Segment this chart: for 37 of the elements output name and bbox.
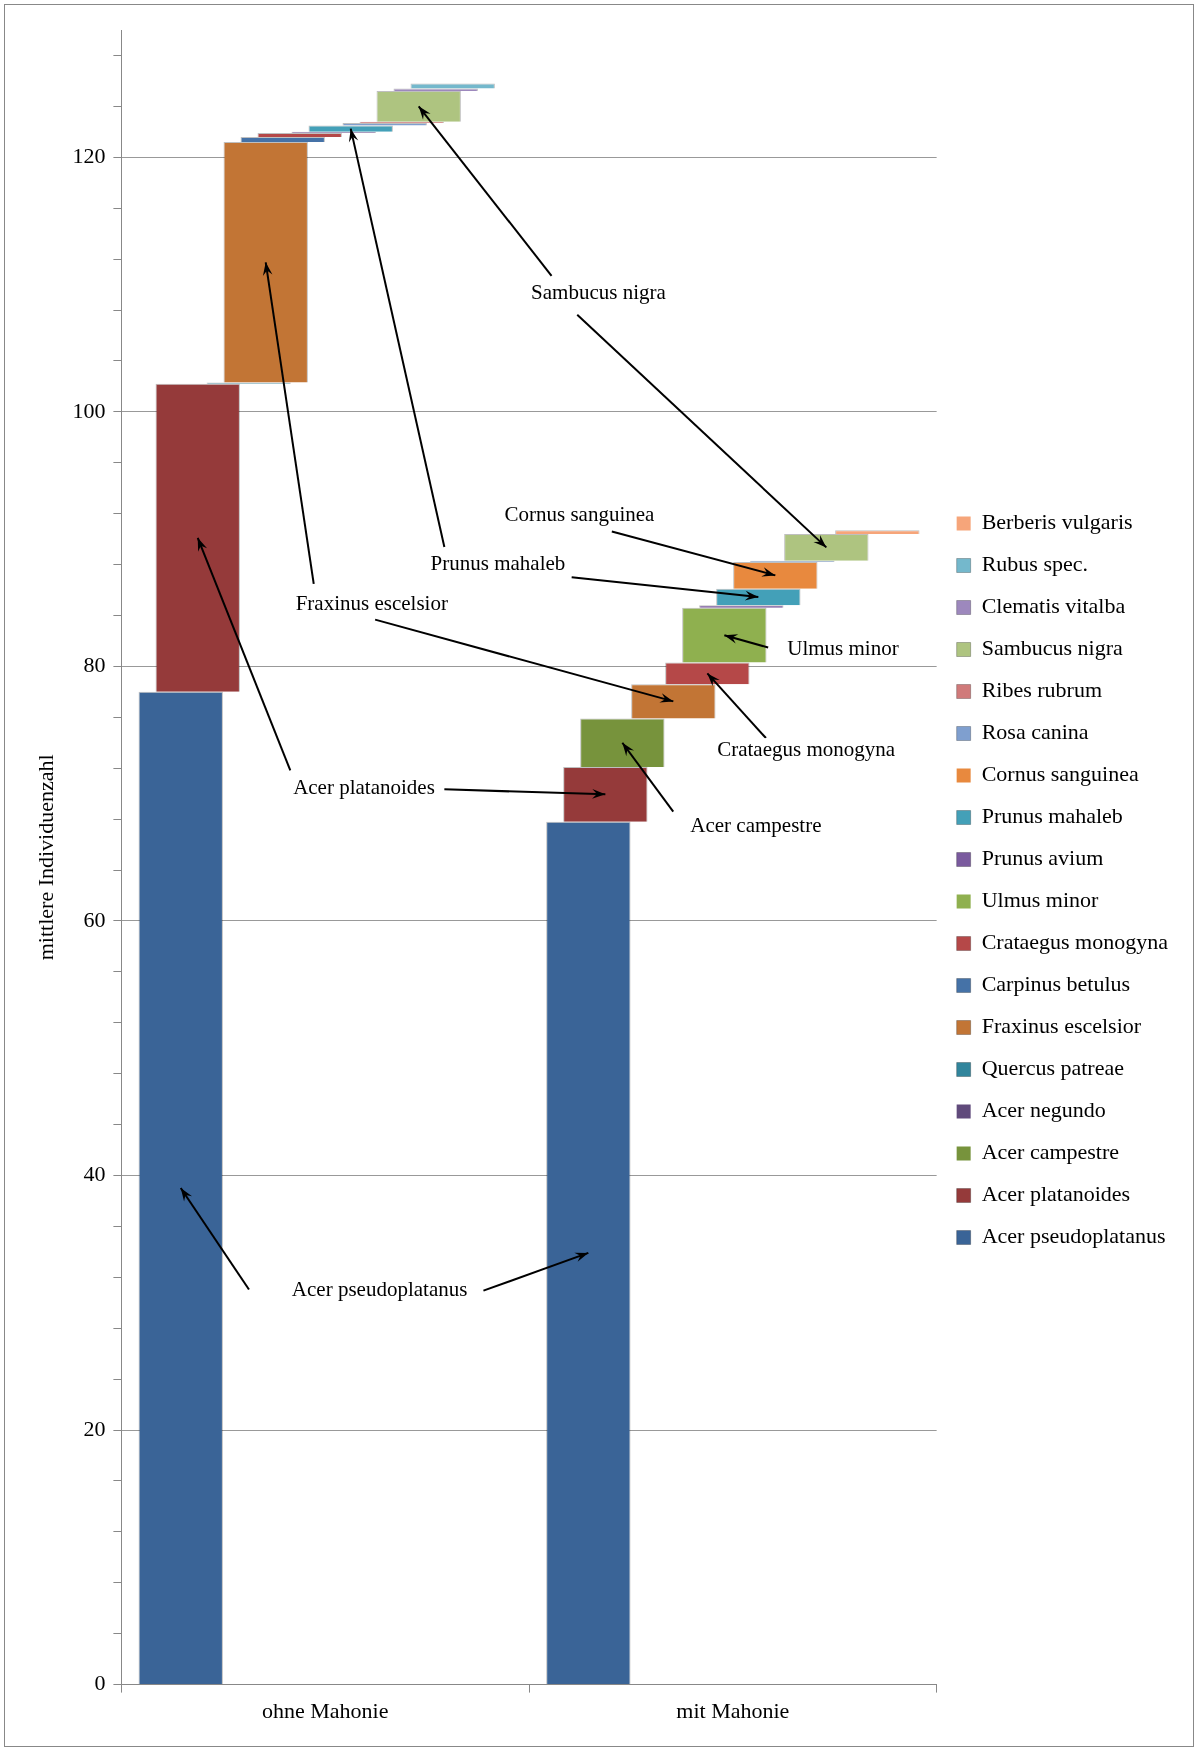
y-tick-label: 0 [94,1670,106,1696]
x-tick-label: ohne Mahonie [261,1697,389,1723]
y-tick-label: 100 [72,397,106,423]
legend-label: Prunus mahaleb [981,803,1123,829]
y-tick-label: 60 [83,906,106,932]
legend-label: Quercus patreae [981,1055,1124,1081]
y-tick-label: 80 [83,652,106,678]
annotation: Fraxinus escelsior [295,590,448,615]
legend-label: Rubus spec. [981,551,1088,577]
x-tick-label: mit Mahonie [676,1697,790,1723]
legend-label: Fraxinus escelsior [981,1013,1142,1039]
legend-label: Cornus sanguinea [981,761,1139,787]
legend-label: Prunus avium [981,845,1104,871]
y-tick-label: 40 [83,1161,106,1187]
annotation: Acer pseudoplatanus [291,1277,468,1302]
legend-label: Ulmus minor [981,887,1100,913]
annotation: Crataegus monogyna [717,736,896,761]
annotation: Cornus sanguinea [504,502,656,527]
annotation: Prunus mahaleb [430,551,566,576]
legend-label: Sambucus nigra [981,635,1124,661]
legend-label: Clematis vitalba [981,593,1126,619]
y-tick-label: 20 [83,1415,106,1441]
annotation: Acer campestre [690,812,822,837]
annotation: Sambucus nigra [531,280,667,305]
annotation: Acer platanoides [293,774,435,799]
y-axis-title: mittlere Individuenzahl [32,754,58,961]
y-tick-label: 120 [72,143,106,169]
legend-label: Ribes rubrum [981,677,1103,703]
legend-label: Acer pseudoplatanus [981,1223,1166,1249]
legend-label: Acer negundo [981,1097,1106,1123]
legend-label: Crataegus monogyna [981,929,1169,955]
legend-label: Carpinus betulus [981,971,1131,997]
annotation: Ulmus minor [787,636,899,661]
legend-label: Rosa canina [981,719,1089,745]
legend-label: Berberis vulgaris [981,509,1133,535]
legend-label: Acer campestre [981,1139,1120,1165]
legend-label: Acer platanoides [981,1181,1131,1207]
